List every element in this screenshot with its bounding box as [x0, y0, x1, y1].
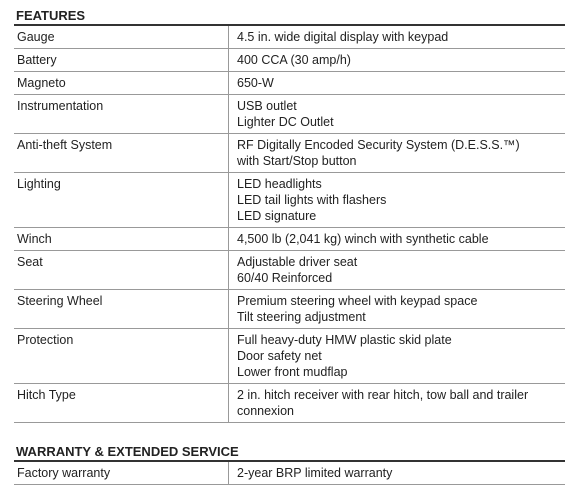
- spec-line: 2 in. hitch receiver with rear hitch, to…: [237, 388, 529, 402]
- spec-row: Winch 4,500 lb (2,041 kg) winch with synt…: [14, 228, 565, 251]
- spec-label: Gauge: [14, 26, 229, 48]
- spec-line: 4.5 in. wide digital display with keypad: [237, 30, 449, 44]
- spec-row: Factory warranty 2-year BRP limited warra…: [14, 462, 565, 485]
- spec-line: LED tail lights with flashers: [237, 193, 387, 207]
- spec-row: Anti-theft System RF Digitally Encoded Se…: [14, 134, 565, 173]
- spec-line: LED signature: [237, 209, 317, 223]
- spec-row: Magneto 650-W: [14, 72, 565, 95]
- spec-line: Door safety net: [237, 349, 322, 363]
- spec-value: Full heavy-duty HMW plastic skid plate Do…: [229, 329, 452, 383]
- spec-line: RF Digitally Encoded Security System (D.…: [237, 138, 520, 152]
- section: FEATURES Gauge 4.5 in. wide digital displa…: [14, 7, 565, 423]
- spec-line: 60/40 Reinforced: [237, 271, 333, 285]
- spec-line: 650-W: [237, 76, 274, 90]
- spec-value: Adjustable driver seat 60/40 Reinforced: [229, 251, 357, 289]
- spec-value: 2-year BRP limited warranty: [229, 462, 392, 484]
- spec-line: Adjustable driver seat: [237, 255, 358, 269]
- spec-label: Lighting: [14, 173, 229, 227]
- spec-line: Premium steering wheel with keypad space: [237, 294, 478, 308]
- spec-line: Full heavy-duty HMW plastic skid plate: [237, 333, 452, 347]
- spec-row: Hitch Type 2 in. hitch receiver with rear…: [14, 384, 565, 423]
- spec-line: connexion: [237, 404, 294, 418]
- spec-value: LED headlights LED tail lights with flash…: [229, 173, 386, 227]
- spec-row: Instrumentation USB outlet Lighter DC Outl…: [14, 95, 565, 134]
- spec-value: 400 CCA (30 amp/h): [229, 49, 351, 71]
- spec-row: Seat Adjustable driver seat 60/40 Reinforc…: [14, 251, 565, 290]
- section-title: FEATURES: [14, 7, 565, 26]
- spec-line: Tilt steering adjustment: [237, 310, 366, 324]
- section-title: WARRANTY & EXTENDED SERVICE: [14, 443, 565, 462]
- spec-value: USB outlet Lighter DC Outlet: [229, 95, 334, 133]
- spec-label: Winch: [14, 228, 229, 250]
- spec-label: Steering Wheel: [14, 290, 229, 328]
- spec-label: Instrumentation: [14, 95, 229, 133]
- spec-value: 4,500 lb (2,041 kg) winch with synthetic…: [229, 228, 489, 250]
- spec-label: Protection: [14, 329, 229, 383]
- spec-label: Factory warranty: [14, 462, 229, 484]
- spec-label: Seat: [14, 251, 229, 289]
- spec-line: LED headlights: [237, 177, 322, 191]
- spec-value: Premium steering wheel with keypad space…: [229, 290, 477, 328]
- spec-row: Lighting LED headlights LED tail lights wi…: [14, 173, 565, 228]
- spec-value: 650-W: [229, 72, 274, 94]
- spec-value: RF Digitally Encoded Security System (D.…: [229, 134, 520, 172]
- section: WARRANTY & EXTENDED SERVICE Factory warra…: [14, 443, 565, 485]
- spec-label: Hitch Type: [14, 384, 229, 422]
- spec-label: Anti-theft System: [14, 134, 229, 172]
- spec-value: 2 in. hitch receiver with rear hitch, to…: [229, 384, 528, 422]
- spec-row: Battery 400 CCA (30 amp/h): [14, 49, 565, 72]
- spec-row: Steering Wheel Premium steering wheel wit…: [14, 290, 565, 329]
- spec-label: Battery: [14, 49, 229, 71]
- spec-row: Gauge 4.5 in. wide digital display with k…: [14, 26, 565, 49]
- spec-row: Protection Full heavy-duty HMW plastic sk…: [14, 329, 565, 384]
- spec-line: Lighter DC Outlet: [237, 115, 334, 129]
- spec-value: 4.5 in. wide digital display with keypad: [229, 26, 448, 48]
- spec-line: 4,500 lb (2,041 kg) winch with synthetic…: [237, 232, 489, 246]
- spec-line: 2-year BRP limited warranty: [237, 466, 393, 480]
- spec-label: Magneto: [14, 72, 229, 94]
- spec-line: USB outlet: [237, 99, 297, 113]
- spec-line: with Start/Stop button: [237, 154, 357, 168]
- spec-line: 400 CCA (30 amp/h): [237, 53, 351, 67]
- spec-line: Lower front mudflap: [237, 365, 348, 379]
